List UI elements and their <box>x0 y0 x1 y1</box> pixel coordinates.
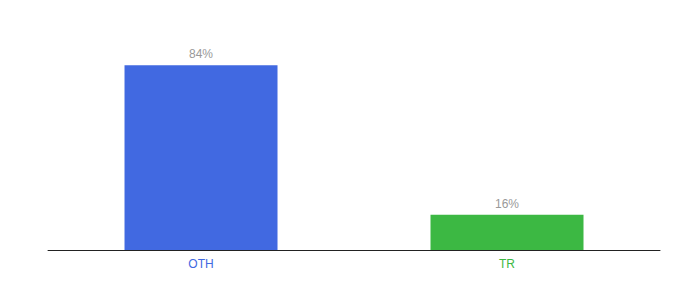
svg-text:OTH: OTH <box>188 257 213 271</box>
svg-text:16%: 16% <box>495 197 519 211</box>
svg-text:TR: TR <box>499 257 515 271</box>
svg-text:84%: 84% <box>189 47 213 61</box>
